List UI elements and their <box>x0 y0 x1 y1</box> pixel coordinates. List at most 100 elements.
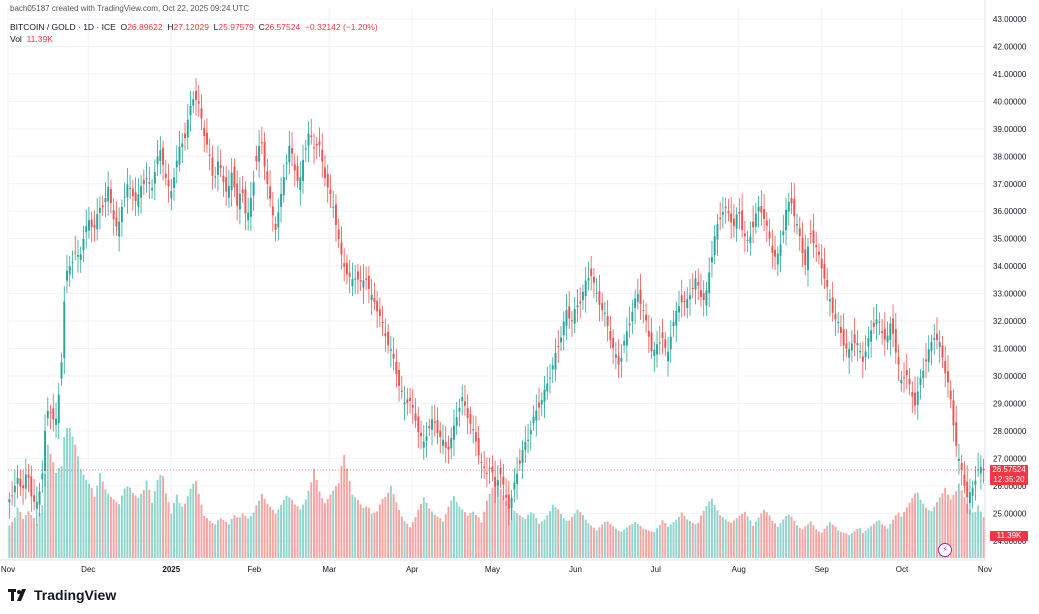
candle-body <box>807 246 809 270</box>
volume-bar <box>258 500 261 558</box>
time-tick-label: Mar <box>322 565 336 574</box>
volume-bar <box>694 524 697 558</box>
candle-body <box>933 338 936 340</box>
volume-bar <box>634 521 637 558</box>
volume-bar <box>496 483 499 558</box>
candle-body <box>216 161 219 176</box>
volume-bar <box>664 523 667 558</box>
volume-bar <box>535 518 538 558</box>
candle-body <box>175 160 178 168</box>
volume-bar <box>211 522 214 558</box>
volume-bar <box>131 492 134 558</box>
candle-body <box>919 377 922 385</box>
volume-bar <box>343 454 346 558</box>
candle-body <box>282 177 285 196</box>
volume-bar <box>280 504 283 558</box>
candle-body <box>131 188 134 197</box>
candle-body <box>425 436 428 441</box>
candle-body <box>894 329 897 353</box>
volume-bar <box>329 494 332 558</box>
volume-bar <box>151 502 154 558</box>
volume-bar <box>620 531 623 558</box>
volume-bar <box>524 519 527 558</box>
volume-bar <box>238 517 241 558</box>
candle-body <box>370 294 373 301</box>
time-axis: Nov Dec 2025 Feb Mar Apr May Jun Jul Aug Sep Oct Nov <box>1 565 992 574</box>
volume-bar <box>606 521 609 558</box>
volume-bar <box>689 521 691 558</box>
time-tick-label: Jun <box>569 565 582 574</box>
volume-bar <box>872 523 875 558</box>
volume-bar <box>798 527 801 558</box>
candle-body <box>16 477 19 484</box>
volume-bar <box>683 515 686 558</box>
volume-bar <box>592 527 595 558</box>
candle-body <box>499 467 502 475</box>
volume-bar <box>650 531 653 558</box>
candle-body <box>299 177 302 190</box>
candle-body <box>24 474 27 489</box>
volume-bar <box>603 521 606 558</box>
volume-bar <box>776 526 779 558</box>
candle-body <box>109 188 112 204</box>
candle-body <box>963 474 966 486</box>
volume-bar <box>656 528 659 558</box>
volume-bar <box>914 493 916 558</box>
candle-body <box>815 245 818 248</box>
price-tick-label: 36.00000 <box>993 207 1027 216</box>
candle-body <box>359 280 362 282</box>
volume-bar <box>472 511 475 558</box>
volume-bar <box>675 519 678 558</box>
volume-bar <box>697 522 700 558</box>
volume-bar <box>881 524 884 558</box>
price-tick-label: 39.00000 <box>993 125 1027 134</box>
volume-bar <box>708 501 711 558</box>
chart-credit: bach05187 created with TradingView.com, … <box>10 4 250 13</box>
candle-body <box>30 476 33 497</box>
candle-body <box>710 257 713 263</box>
candle-body <box>889 323 892 341</box>
candle-body <box>260 142 263 144</box>
candle-body <box>285 162 288 164</box>
volume-bar <box>532 513 535 558</box>
candle-body <box>590 268 593 277</box>
candle-body <box>200 108 203 119</box>
candle-body <box>107 186 110 202</box>
candle-body <box>787 202 790 212</box>
candle-body <box>724 206 727 209</box>
candle-body <box>444 442 447 448</box>
volume-bar <box>892 519 895 558</box>
volume-bar <box>293 504 296 558</box>
candle-body <box>925 359 927 362</box>
volume-bar <box>480 522 483 558</box>
volume-bar <box>960 490 963 558</box>
candle-body <box>170 191 173 199</box>
candle-body <box>222 175 225 182</box>
volume-bar <box>469 512 472 558</box>
volume-bar <box>856 528 859 558</box>
candle-body <box>219 165 222 169</box>
volume-bar <box>30 515 33 558</box>
candle-body <box>823 263 826 279</box>
volume-bar <box>156 480 159 558</box>
close-value: 26.57524 <box>264 22 301 32</box>
volume-bar <box>669 524 672 558</box>
time-tick-label: Oct <box>896 565 909 574</box>
volume-bar <box>639 525 642 558</box>
candle-body <box>255 155 258 162</box>
time-tick-label: May <box>485 565 500 574</box>
lightning-icon[interactable]: ⚡ <box>938 543 952 557</box>
tradingview-footer[interactable]: TradingView <box>8 584 116 606</box>
volume-bar <box>521 517 524 558</box>
candle-body <box>900 379 903 384</box>
vol-label[interactable]: Vol <box>10 34 22 44</box>
candle-body <box>494 476 497 487</box>
volume-bar <box>614 528 617 558</box>
candle-body <box>518 460 521 464</box>
volume-bar <box>601 524 604 558</box>
candle-body <box>949 390 952 400</box>
candle-body <box>680 295 683 303</box>
symbol-label[interactable]: BITCOIN / GOLD · 1D · ICE <box>10 22 116 32</box>
candle-body <box>606 315 609 327</box>
